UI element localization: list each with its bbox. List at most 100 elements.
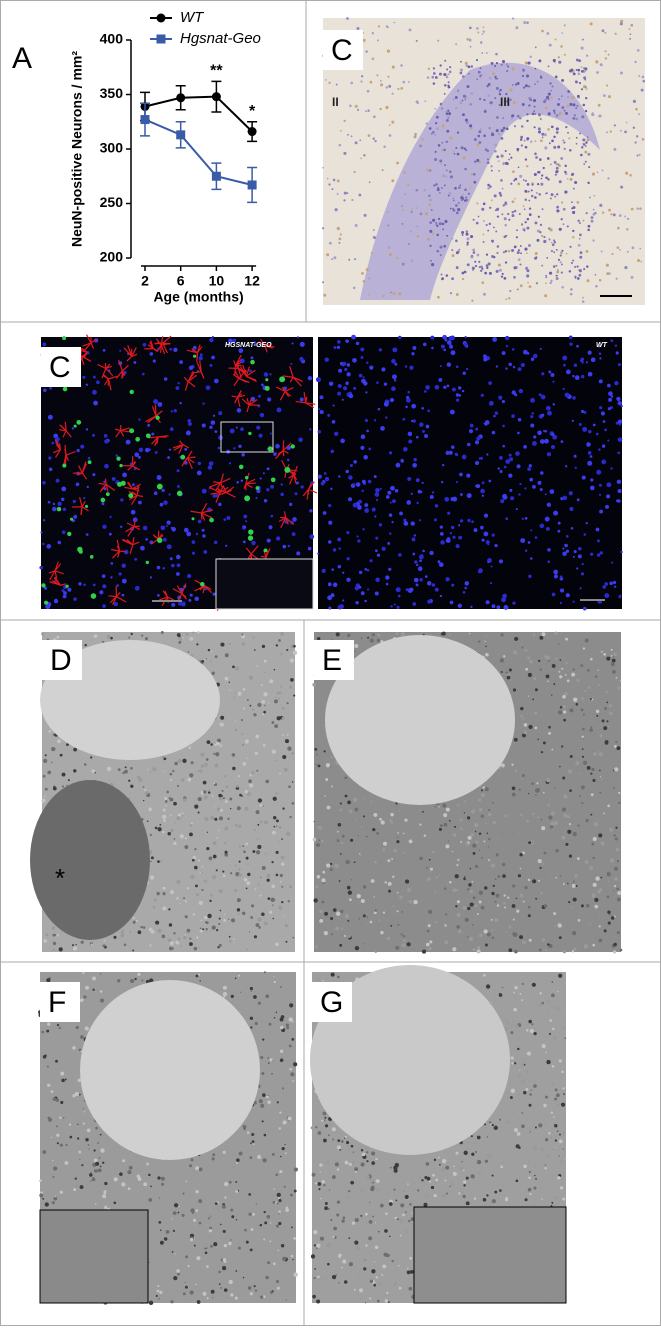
texture xyxy=(616,848,620,852)
texture xyxy=(520,868,521,869)
texture xyxy=(160,503,164,507)
texture xyxy=(528,191,530,193)
texture xyxy=(286,1207,288,1209)
texture xyxy=(508,159,510,161)
texture xyxy=(238,1214,240,1216)
texture xyxy=(345,339,349,343)
texture xyxy=(189,942,193,946)
texture xyxy=(523,229,525,231)
texture xyxy=(564,190,567,193)
texture xyxy=(441,149,443,151)
texture xyxy=(250,916,253,919)
texture xyxy=(509,815,510,816)
texture xyxy=(596,433,599,436)
texture xyxy=(205,928,207,930)
texture xyxy=(525,668,528,671)
texture xyxy=(286,649,288,651)
texture xyxy=(511,414,515,418)
texture xyxy=(424,100,426,102)
texture xyxy=(551,445,555,449)
texture xyxy=(545,282,547,284)
texture xyxy=(586,138,589,141)
texture xyxy=(329,381,333,385)
texture xyxy=(548,238,550,240)
texture xyxy=(467,237,470,240)
texture xyxy=(505,261,507,263)
texture xyxy=(43,389,46,392)
texture xyxy=(190,824,193,827)
texture xyxy=(326,253,329,256)
texture xyxy=(401,205,403,207)
texture xyxy=(519,117,522,120)
texture xyxy=(528,200,530,202)
texture xyxy=(388,568,391,571)
texture xyxy=(532,841,533,842)
texture xyxy=(450,497,454,501)
texture xyxy=(59,1027,61,1029)
texture xyxy=(195,1284,197,1286)
texture xyxy=(533,354,537,358)
texture xyxy=(586,250,589,253)
texture xyxy=(237,908,240,911)
texture xyxy=(467,475,469,477)
texture xyxy=(361,637,363,639)
texture xyxy=(488,809,489,810)
texture xyxy=(163,500,168,505)
texture xyxy=(555,38,557,40)
texture xyxy=(476,143,479,146)
texture xyxy=(512,884,515,887)
texture xyxy=(282,734,284,736)
texture xyxy=(289,816,291,818)
texture xyxy=(251,1133,254,1136)
texture xyxy=(580,251,583,254)
texture xyxy=(518,249,520,251)
texture xyxy=(513,650,517,654)
texture xyxy=(145,791,149,795)
texture xyxy=(213,855,217,859)
texture xyxy=(491,863,495,867)
texture xyxy=(338,823,342,827)
texture xyxy=(430,260,432,262)
texture xyxy=(496,605,500,609)
texture xyxy=(339,144,342,147)
texture xyxy=(379,635,380,636)
texture xyxy=(435,588,439,592)
texture xyxy=(82,376,85,379)
texture xyxy=(344,776,347,779)
texture xyxy=(579,795,581,797)
texture xyxy=(229,689,230,690)
texture xyxy=(440,254,442,256)
texture xyxy=(562,695,566,699)
texture xyxy=(61,498,64,501)
texture xyxy=(638,113,640,115)
texture xyxy=(292,1259,293,1260)
texture xyxy=(576,679,579,682)
texture xyxy=(587,153,590,156)
texture xyxy=(103,349,106,352)
texture xyxy=(122,929,124,931)
texture xyxy=(405,880,409,884)
texture xyxy=(291,1227,293,1229)
texture xyxy=(379,818,382,821)
texture xyxy=(102,525,106,529)
texture xyxy=(487,933,491,937)
texture xyxy=(398,292,401,295)
texture xyxy=(453,150,455,152)
texture xyxy=(246,758,247,759)
texture xyxy=(502,162,505,165)
texture xyxy=(380,426,385,431)
texture xyxy=(253,995,257,999)
texture xyxy=(484,929,488,933)
texture xyxy=(68,779,70,781)
texture xyxy=(538,59,541,62)
texture xyxy=(137,776,140,779)
texture xyxy=(243,540,246,543)
texture xyxy=(441,344,445,348)
texture xyxy=(276,1012,277,1013)
texture xyxy=(459,101,462,104)
texture xyxy=(550,280,552,282)
texture xyxy=(476,202,478,204)
texture xyxy=(215,655,218,658)
texture xyxy=(602,211,604,213)
texture xyxy=(449,71,452,74)
